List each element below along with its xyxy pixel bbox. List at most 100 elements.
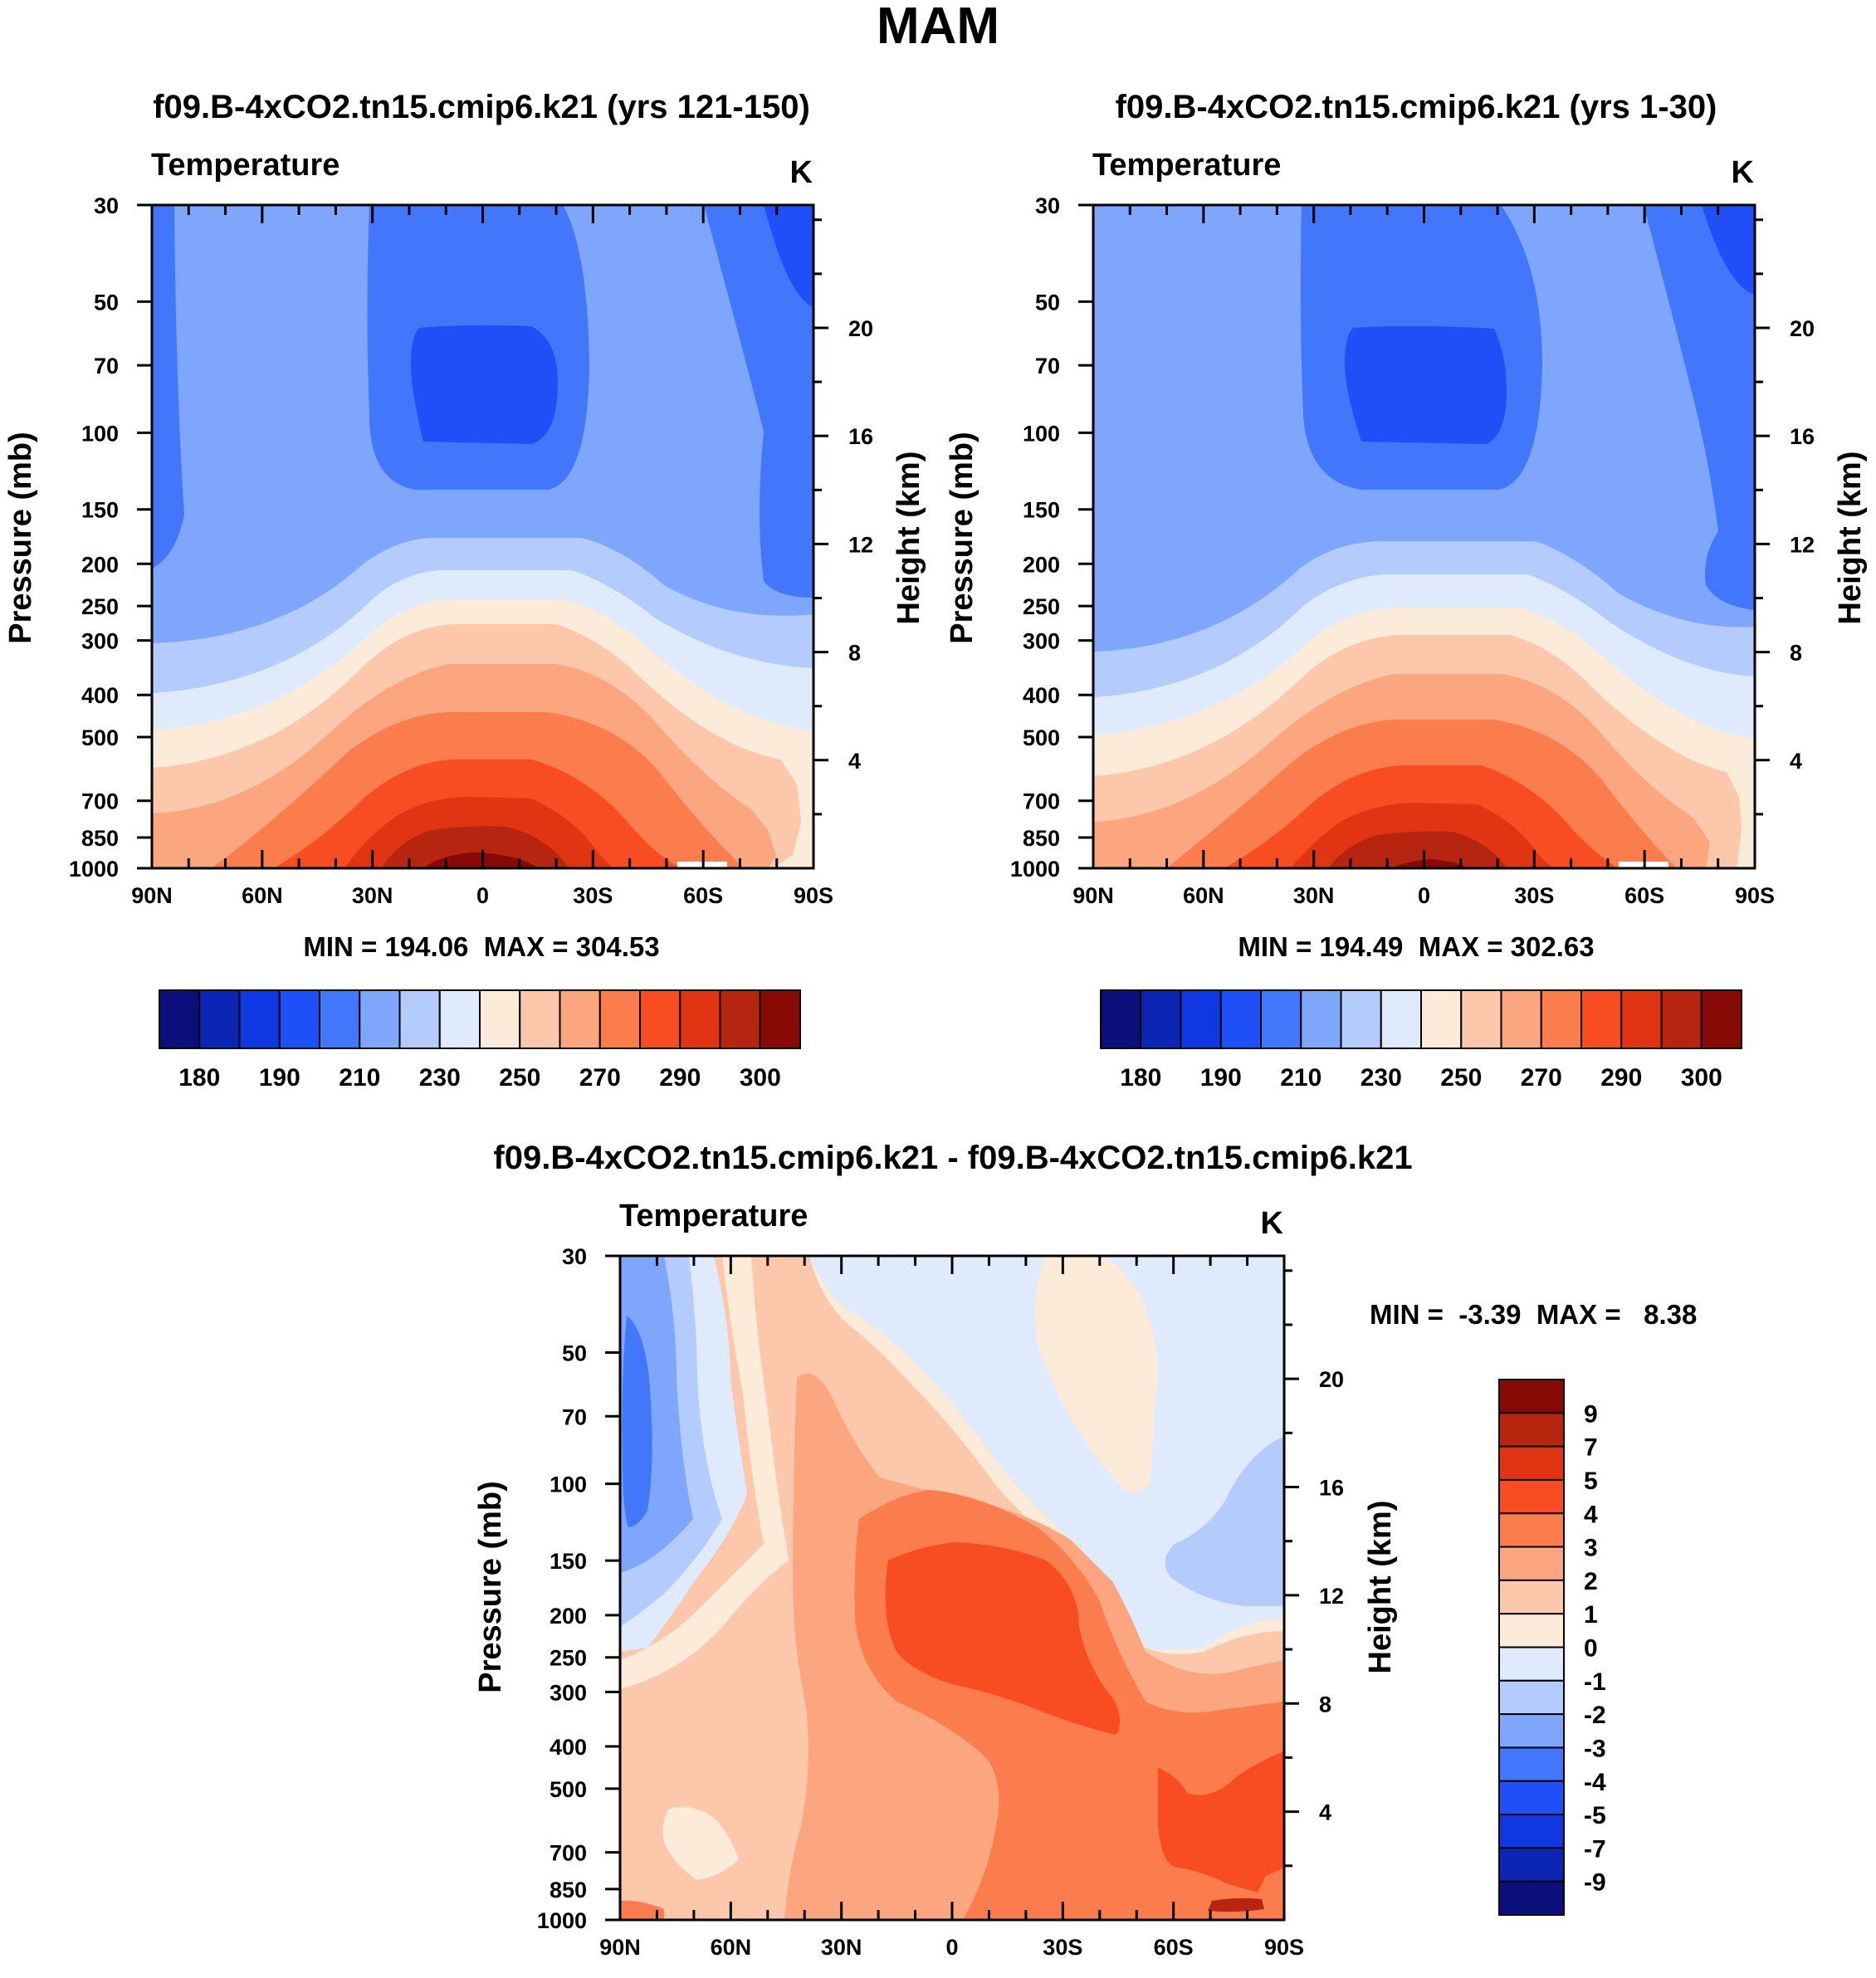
panel-b-min-max: MIN = 194.49 MAX = 302.63 bbox=[1238, 931, 1594, 962]
panel-a-colorbar-box bbox=[319, 989, 361, 1049]
panel-b-ytick-label: 100 bbox=[1023, 421, 1060, 446]
panel-a-ytick-label: 300 bbox=[81, 629, 119, 654]
panel-a-ytick-label: 70 bbox=[94, 354, 119, 379]
panel-a-colorbar: 180 190 210 230 250 270 290 300 bbox=[159, 989, 801, 1092]
panel-c-colorbar-box bbox=[1498, 1478, 1565, 1515]
panel-b-ytick-label: 700 bbox=[1023, 789, 1060, 814]
panel-b-fill-205 bbox=[1702, 205, 1755, 295]
panel-c: f09.B-4xCO2.tn15.cmip6.k21 - f09.B-4xCO2… bbox=[473, 1140, 1697, 1960]
panel-c-colorbar-label: 3 bbox=[1584, 1535, 1598, 1562]
panel-b-ytick-label: 500 bbox=[1023, 725, 1060, 750]
panel-c-y2label: Height (km) bbox=[1363, 1501, 1398, 1674]
panel-c-ytick-label: 150 bbox=[550, 1549, 587, 1574]
panel-c-axes: 90N 60N 30N 0 30S 60S 90S 30 50 70 100 150 200 250 300… bbox=[537, 1244, 1344, 1960]
panel-a-colorbar-label: 290 bbox=[659, 1064, 701, 1092]
panel-b-ytick-label: 200 bbox=[1023, 552, 1060, 577]
panel-c-fill-0-1-sh bbox=[1034, 1256, 1158, 1494]
panel-b-ytick-label: 70 bbox=[1035, 354, 1060, 379]
panel-c-colorbar-box bbox=[1498, 1613, 1565, 1648]
panel-b-field-label: Temperature bbox=[1092, 148, 1281, 183]
panel-b-xtick-label: 0 bbox=[1418, 883, 1430, 908]
panel-c-ylabel: Pressure (mb) bbox=[473, 1481, 508, 1693]
panel-c-field-label: Temperature bbox=[619, 1199, 808, 1233]
panel-c-colorbar-box bbox=[1498, 1880, 1565, 1916]
panel-c-xtick-label: 60S bbox=[1154, 1935, 1194, 1960]
panel-c-colorbar-label: 4 bbox=[1584, 1501, 1598, 1528]
panel-c-colorbar-label: -2 bbox=[1584, 1702, 1606, 1729]
panel-c-colorbar-box bbox=[1498, 1679, 1565, 1716]
panel-a-ytick-label: 500 bbox=[81, 725, 119, 750]
panel-a-fill-215-sh bbox=[704, 205, 813, 598]
panel-a-ytick-label: 250 bbox=[81, 594, 119, 619]
panel-a-ytick-label: 150 bbox=[81, 498, 119, 523]
panel-c-fill-sfc-warm bbox=[620, 1900, 664, 1920]
panel-b-colorbar-box bbox=[1380, 989, 1422, 1049]
panel-a-colorbar-label: 210 bbox=[339, 1064, 380, 1092]
panel-b-colorbar-box bbox=[1580, 989, 1623, 1049]
panel-a-colorbar-label: 250 bbox=[499, 1064, 540, 1092]
panel-b-colorbar-label: 180 bbox=[1120, 1064, 1161, 1092]
panel-b-colorbar-box bbox=[1260, 989, 1302, 1049]
panel-a: f09.B-4xCO2.tn15.cmip6.k21 (yrs 121-150)… bbox=[3, 89, 926, 1092]
panel-a-xtick-label: 90S bbox=[794, 883, 833, 908]
panel-c-y2tick-label: 8 bbox=[1319, 1692, 1331, 1717]
panel-b-ytick-label: 30 bbox=[1035, 193, 1060, 218]
panel-b-xtick-label: 30N bbox=[1293, 883, 1335, 908]
panel-a-colorbar-box bbox=[519, 989, 561, 1049]
panel-c-fill-m3 bbox=[622, 1316, 652, 1527]
panel-a-contours bbox=[152, 205, 813, 868]
panel-b-colorbar-label: 190 bbox=[1200, 1064, 1242, 1092]
panel-c-ytick-label: 500 bbox=[550, 1777, 587, 1802]
panel-a-colorbar-label: 190 bbox=[259, 1064, 300, 1092]
panel-a-y2tick-label: 12 bbox=[848, 532, 873, 557]
panel-c-colorbar-label: 9 bbox=[1584, 1400, 1598, 1428]
panel-b-y2tick-label: 12 bbox=[1790, 532, 1815, 557]
panel-c-y2tick-label: 12 bbox=[1319, 1584, 1344, 1609]
panel-c-ytick-label: 250 bbox=[550, 1646, 587, 1671]
panel-b-xtick-label: 60N bbox=[1183, 883, 1224, 908]
panel-a-axes: 90N 60N 30N 0 30S 60S 90S 30 50 70 100 150 200 250 300… bbox=[69, 193, 873, 908]
panel-b-title: f09.B-4xCO2.tn15.cmip6.k21 (yrs 1-30) bbox=[1116, 89, 1717, 125]
panel-a-ytick-label: 400 bbox=[81, 683, 119, 708]
panel-c-contours bbox=[620, 1256, 1284, 1920]
panel-b-xtick-label: 90S bbox=[1735, 883, 1775, 908]
panel-b-colorbar-box bbox=[1180, 989, 1222, 1049]
panel-c-fill-4-5-upper bbox=[885, 1542, 1120, 1735]
panel-a-colorbar-box bbox=[598, 989, 641, 1049]
panel-b-ytick-label: 50 bbox=[1035, 290, 1060, 315]
panel-c-colorbar-label: -5 bbox=[1584, 1802, 1606, 1829]
panel-b-ytick-label: 1000 bbox=[1010, 857, 1060, 882]
panel-c-y2tick-label: 4 bbox=[1319, 1800, 1331, 1825]
panel-a-y2tick-label: 4 bbox=[848, 749, 861, 774]
panel-a-min-max: MIN = 194.06 MAX = 304.53 bbox=[303, 931, 659, 962]
panel-a-xtick-label: 30N bbox=[352, 883, 393, 908]
panel-a-fill-300 bbox=[382, 826, 569, 868]
panel-a-ytick-label: 850 bbox=[81, 826, 119, 851]
panel-a-colorbar-box bbox=[479, 989, 521, 1049]
panel-b-colorbar-box bbox=[1540, 989, 1582, 1049]
panel-c-title: f09.B-4xCO2.tn15.cmip6.k21 - f09.B-4xCO2… bbox=[493, 1140, 1412, 1176]
panel-c-ytick-label: 70 bbox=[562, 1404, 587, 1429]
panel-b-colorbar-box bbox=[1500, 989, 1542, 1049]
panel-b-colorbar-label: 210 bbox=[1280, 1064, 1322, 1092]
panel-b-colorbar-box bbox=[1420, 989, 1463, 1049]
panel-c-ytick-label: 100 bbox=[550, 1473, 587, 1497]
panel-c-ytick-label: 850 bbox=[550, 1878, 587, 1902]
panel-a-colorbar-box bbox=[719, 989, 761, 1049]
panel-a-y2tick-label: 20 bbox=[848, 316, 873, 341]
panel-a-xtick-label: 60N bbox=[242, 883, 283, 908]
panel-a-fill-205 bbox=[764, 205, 813, 307]
panel-c-colorbar-label: 2 bbox=[1584, 1568, 1598, 1595]
panel-a-y2tick-label: 16 bbox=[848, 424, 873, 449]
panel-b-ytick-label: 850 bbox=[1023, 826, 1060, 851]
panel-b-y2tick-label: 4 bbox=[1790, 749, 1802, 774]
panel-c-min-max: MIN = -3.39 MAX = 8.38 bbox=[1370, 1299, 1697, 1330]
panel-c-colorbar-box bbox=[1498, 1780, 1565, 1816]
panel-a-ytick-label: 700 bbox=[81, 789, 119, 814]
panel-b-units: K bbox=[1732, 155, 1755, 190]
panel-c-colorbar-box bbox=[1498, 1713, 1565, 1749]
panel-a-colorbar-label: 230 bbox=[419, 1064, 461, 1092]
panel-a-colorbar-box bbox=[198, 989, 241, 1049]
panel-a-fill-215-nh bbox=[152, 205, 184, 569]
panel-a-colorbar-box bbox=[359, 989, 401, 1049]
